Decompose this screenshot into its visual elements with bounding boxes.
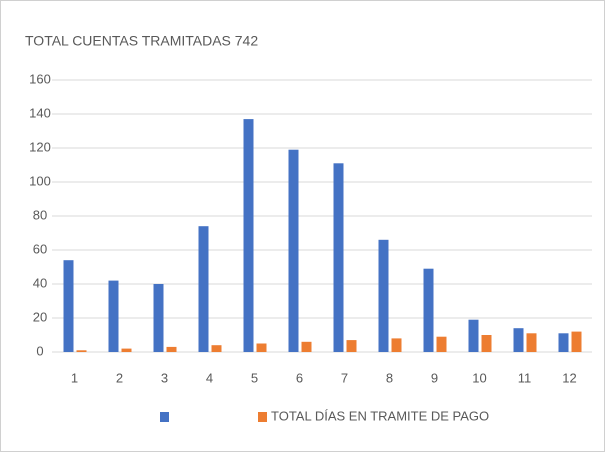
bar (153, 284, 164, 352)
y-tick-label: 60 (33, 241, 47, 256)
x-tick-label: 1 (71, 370, 78, 385)
x-tick-label: 7 (341, 370, 348, 385)
y-tick-label: 140 (29, 105, 51, 120)
bar (301, 341, 312, 352)
bar (211, 345, 222, 352)
bar (378, 239, 389, 352)
x-tick-label: 3 (161, 370, 168, 385)
bar (333, 163, 344, 352)
chart-title: TOTAL CUENTAS TRAMITADAS 742 (25, 33, 258, 49)
bar (468, 319, 479, 352)
bar (76, 350, 87, 352)
bar (243, 119, 254, 352)
x-tick-label: 12 (562, 370, 576, 385)
bar (121, 348, 132, 352)
x-tick-label: 6 (296, 370, 303, 385)
y-tick-label: 0 (36, 343, 43, 358)
bar (571, 331, 582, 352)
y-tick-label: 160 (29, 71, 51, 86)
x-tick-label: 9 (431, 370, 438, 385)
bar (256, 343, 267, 352)
bar (391, 338, 402, 352)
bar (481, 335, 492, 352)
y-tick-label: 20 (33, 309, 47, 324)
bar (558, 333, 569, 352)
bar (288, 149, 299, 352)
bar (198, 226, 209, 352)
legend-label: TOTAL DÍAS EN TRAMITE DE PAGO (271, 408, 489, 423)
legend-swatch (160, 412, 169, 422)
x-tick-label: 8 (386, 370, 393, 385)
bar (526, 333, 537, 352)
legend-swatch (258, 412, 267, 422)
bar (166, 346, 177, 352)
x-tick-label: 11 (518, 370, 532, 385)
y-tick-label: 80 (33, 207, 47, 222)
bar (108, 280, 119, 352)
bar (513, 328, 524, 352)
y-tick-label: 40 (33, 275, 47, 290)
bar (63, 260, 74, 352)
bar (436, 336, 447, 352)
bar (423, 268, 434, 352)
x-tick-label: 2 (116, 370, 123, 385)
x-tick-label: 10 (472, 370, 486, 385)
x-tick-label: 5 (251, 370, 258, 385)
y-tick-label: 100 (29, 173, 51, 188)
y-tick-label: 120 (29, 139, 51, 154)
x-tick-label: 4 (206, 370, 213, 385)
bar (346, 340, 357, 352)
